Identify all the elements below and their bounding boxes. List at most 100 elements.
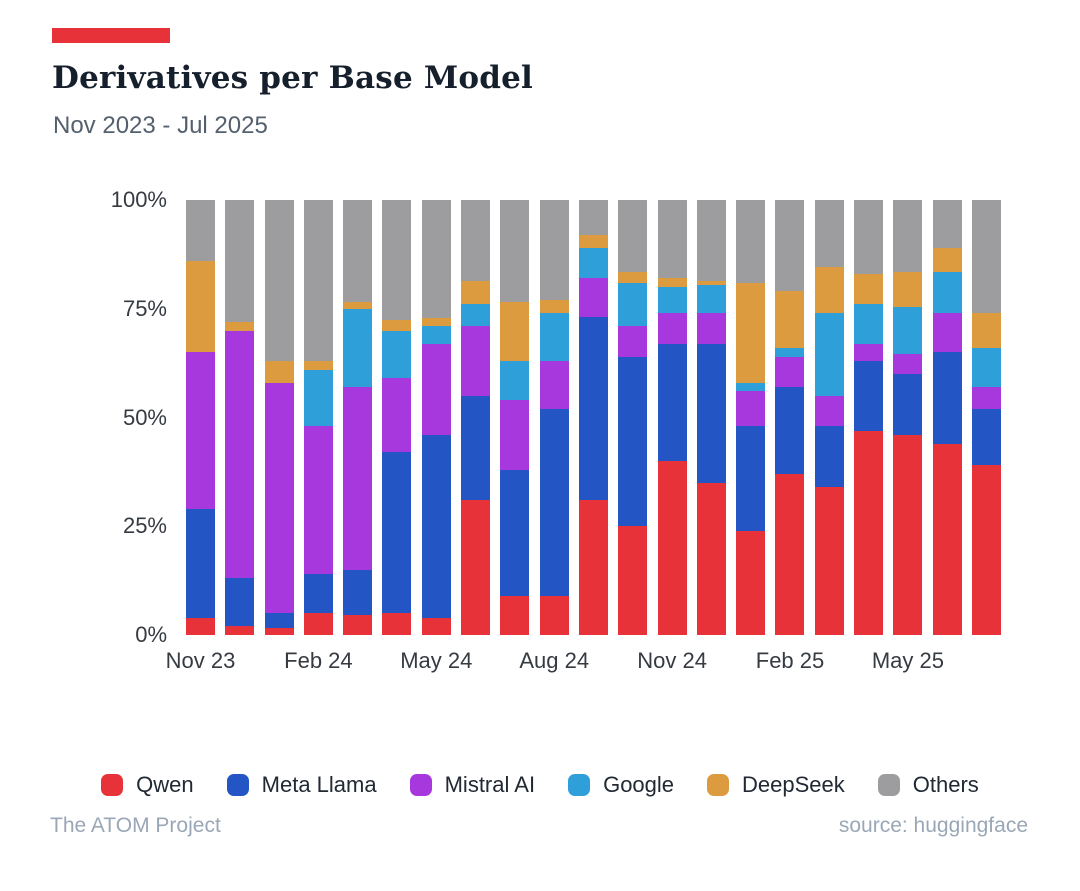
bar-segment-meta-llama xyxy=(775,387,805,475)
bar-segment-deepseek xyxy=(382,319,412,331)
bar-segment-meta-llama xyxy=(343,569,373,616)
bar-segment-google xyxy=(814,313,844,396)
bar-segment-qwen xyxy=(303,613,333,635)
legend-item-deepseek: DeepSeek xyxy=(707,772,845,798)
bar-column-sep-24 xyxy=(578,200,608,635)
bar-segment-qwen xyxy=(736,530,766,635)
stacked-bar-chart: 0% 25% 50% 75% 100% Nov 23 Feb 24 May 24 Aug 24… xyxy=(110,187,1001,673)
bar-segment-google xyxy=(971,347,1001,388)
x-axis-tick-label: May 25 xyxy=(871,648,944,673)
bar-segment-mistral-ai xyxy=(854,343,884,361)
bar-segment-others xyxy=(421,200,451,318)
bar-column-aug-24 xyxy=(539,200,569,635)
bar-segment-others xyxy=(657,200,687,279)
bar-segment-deepseek xyxy=(303,360,333,370)
bar-segment-others xyxy=(461,200,491,281)
bar-column-jul-25 xyxy=(971,200,1001,635)
bar-segment-others xyxy=(539,200,569,301)
bar-segment-mistral-ai xyxy=(382,378,412,453)
bar-segment-deepseek xyxy=(932,247,962,272)
bar-segment-deepseek xyxy=(421,317,451,327)
bar-segment-google xyxy=(303,369,333,427)
x-axis-tick-label: Feb 25 xyxy=(755,648,825,673)
bar-segment-others xyxy=(264,200,294,361)
bar-segment-mistral-ai xyxy=(500,400,530,470)
bar-segment-mistral-ai xyxy=(186,352,215,509)
bar-segment-qwen xyxy=(814,487,844,635)
bar-segment-mistral-ai xyxy=(775,356,805,388)
bar-segment-qwen xyxy=(343,615,373,635)
legend-label: Qwen xyxy=(136,772,194,797)
bar-segment-others xyxy=(303,200,333,361)
bar-segment-deepseek xyxy=(657,278,687,288)
bar-segment-deepseek xyxy=(893,271,923,307)
legend-item-mistral-ai: Mistral AI xyxy=(409,772,536,798)
y-axis-tick-label: 0% xyxy=(135,622,167,647)
legend-label: Mistral AI xyxy=(444,772,536,797)
bar-segment-others xyxy=(382,200,412,320)
bar-segment-mistral-ai xyxy=(696,313,726,344)
bar-segment-deepseek xyxy=(971,313,1001,348)
legend-swatch xyxy=(409,774,432,796)
bar-segment-qwen xyxy=(854,430,884,635)
bar-segment-meta-llama xyxy=(186,508,215,618)
bar-segment-qwen xyxy=(932,443,962,635)
bar-column-jun-24 xyxy=(461,200,491,635)
legend-label: Meta Llama xyxy=(261,772,377,797)
bar-segment-meta-llama xyxy=(421,434,451,618)
bar-segment-qwen xyxy=(775,474,805,635)
bar-column-nov-24 xyxy=(657,200,687,635)
bar-segment-deepseek xyxy=(736,282,766,383)
bar-segment-meta-llama xyxy=(657,343,687,461)
bar-segment-meta-llama xyxy=(500,469,530,596)
bar-segment-mistral-ai xyxy=(618,326,648,357)
bar-segment-qwen xyxy=(578,500,608,635)
bar-column-oct-24 xyxy=(618,200,648,635)
bar-segment-meta-llama xyxy=(854,360,884,431)
bar-segment-qwen xyxy=(461,500,491,635)
bar-segment-deepseek xyxy=(618,271,648,283)
source-text: source: huggingface xyxy=(838,814,1028,837)
bar-segment-mistral-ai xyxy=(303,426,333,575)
bar-segment-qwen xyxy=(264,628,294,635)
legend-label: Others xyxy=(912,772,979,797)
y-axis-tick-label: 100% xyxy=(110,187,167,212)
bar-segment-meta-llama xyxy=(971,408,1001,466)
bar-segment-meta-llama xyxy=(578,317,608,501)
bar-segment-google xyxy=(539,313,569,361)
bar-segment-qwen xyxy=(500,595,530,635)
bar-segment-mistral-ai xyxy=(421,343,451,435)
bar-segment-deepseek xyxy=(186,260,215,353)
legend-swatch xyxy=(101,774,124,796)
plot-area xyxy=(186,200,1001,635)
x-axis-tick-label: May 24 xyxy=(400,648,473,673)
bar-segment-google xyxy=(854,304,884,344)
bar-segment-deepseek xyxy=(814,267,844,314)
bar-segment-others xyxy=(500,200,530,303)
bar-segment-google xyxy=(893,306,923,355)
bar-segment-google xyxy=(775,347,805,357)
bar-segment-others xyxy=(696,200,726,281)
bar-column-mar-25 xyxy=(814,200,844,635)
bar-segment-google xyxy=(932,271,962,314)
bar-segment-mistral-ai xyxy=(539,360,569,409)
footer: The ATOM Project source: huggingface xyxy=(50,814,1028,838)
bar-column-dec-24 xyxy=(696,200,726,635)
bar-segment-meta-llama xyxy=(932,352,962,444)
bar-column-jul-24 xyxy=(500,200,530,635)
bar-segment-others xyxy=(971,200,1001,314)
bar-column-jun-25 xyxy=(932,200,962,635)
bar-segment-mistral-ai xyxy=(932,313,962,353)
legend: Qwen Meta Llama Mistral AI Google DeepSeek Ot… xyxy=(0,772,1080,798)
bar-segment-google xyxy=(736,382,766,392)
bar-segment-meta-llama xyxy=(225,578,255,627)
bar-segment-meta-llama xyxy=(696,343,726,483)
bar-segment-deepseek xyxy=(500,302,530,361)
bar-segment-others xyxy=(775,200,805,292)
bar-segment-deepseek xyxy=(854,274,884,305)
bar-segment-others xyxy=(186,200,215,261)
bar-segment-deepseek xyxy=(343,302,373,309)
bar-segment-mistral-ai xyxy=(736,391,766,427)
legend-swatch xyxy=(877,774,900,796)
